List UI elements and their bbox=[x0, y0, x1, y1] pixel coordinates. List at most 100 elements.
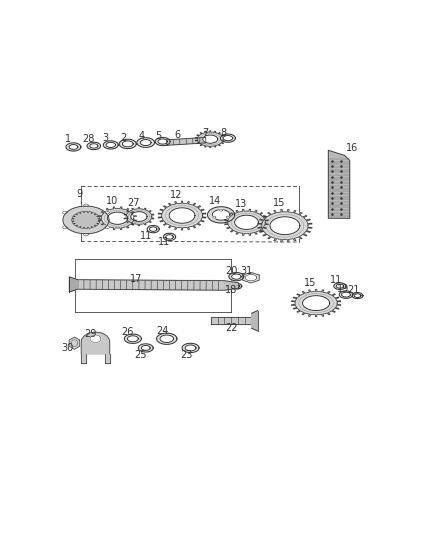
Polygon shape bbox=[166, 138, 206, 146]
Text: 21: 21 bbox=[347, 285, 360, 295]
Polygon shape bbox=[124, 207, 154, 225]
Polygon shape bbox=[119, 139, 136, 149]
Polygon shape bbox=[105, 354, 110, 362]
Polygon shape bbox=[157, 333, 177, 344]
Text: 23: 23 bbox=[180, 350, 193, 360]
Text: 28: 28 bbox=[82, 134, 95, 144]
Text: 6: 6 bbox=[174, 130, 180, 140]
Text: 29: 29 bbox=[84, 329, 97, 340]
Text: 10: 10 bbox=[106, 196, 118, 206]
Text: 13: 13 bbox=[235, 199, 247, 209]
Polygon shape bbox=[212, 209, 230, 220]
Polygon shape bbox=[90, 144, 98, 148]
Text: 18: 18 bbox=[224, 285, 237, 295]
Polygon shape bbox=[334, 283, 346, 289]
Polygon shape bbox=[203, 135, 218, 143]
Polygon shape bbox=[63, 206, 109, 234]
Polygon shape bbox=[185, 345, 196, 351]
Polygon shape bbox=[63, 226, 67, 229]
Polygon shape bbox=[137, 138, 155, 148]
Polygon shape bbox=[127, 336, 138, 342]
Polygon shape bbox=[211, 317, 251, 325]
Polygon shape bbox=[106, 142, 116, 148]
Polygon shape bbox=[141, 345, 150, 350]
Text: 15: 15 bbox=[304, 278, 316, 288]
Text: 8: 8 bbox=[220, 128, 226, 139]
Polygon shape bbox=[328, 150, 350, 218]
Text: 30: 30 bbox=[61, 343, 74, 353]
Polygon shape bbox=[226, 216, 230, 218]
Polygon shape bbox=[158, 139, 167, 144]
Polygon shape bbox=[131, 212, 147, 221]
Polygon shape bbox=[208, 207, 235, 223]
Polygon shape bbox=[90, 335, 101, 343]
Text: 4: 4 bbox=[138, 132, 145, 141]
Polygon shape bbox=[84, 204, 88, 207]
Text: 1: 1 bbox=[65, 134, 71, 144]
Polygon shape bbox=[223, 135, 233, 141]
Polygon shape bbox=[354, 294, 361, 297]
Polygon shape bbox=[342, 292, 350, 297]
Polygon shape bbox=[213, 216, 216, 218]
Text: 19: 19 bbox=[336, 284, 349, 294]
Polygon shape bbox=[158, 201, 206, 230]
Text: 24: 24 bbox=[156, 326, 169, 336]
Polygon shape bbox=[182, 343, 199, 353]
Text: 7: 7 bbox=[203, 128, 209, 139]
Polygon shape bbox=[233, 284, 240, 288]
Polygon shape bbox=[195, 131, 225, 148]
Polygon shape bbox=[105, 211, 110, 214]
Polygon shape bbox=[138, 344, 153, 352]
Polygon shape bbox=[229, 272, 244, 281]
Polygon shape bbox=[232, 274, 241, 279]
Polygon shape bbox=[220, 134, 235, 142]
Text: 9: 9 bbox=[76, 190, 82, 199]
Polygon shape bbox=[169, 208, 195, 223]
Polygon shape bbox=[103, 141, 118, 149]
Text: 22: 22 bbox=[226, 322, 238, 333]
Text: 14: 14 bbox=[209, 196, 221, 206]
Polygon shape bbox=[160, 335, 173, 343]
Text: 16: 16 bbox=[346, 143, 358, 152]
Polygon shape bbox=[231, 283, 242, 289]
Polygon shape bbox=[105, 226, 110, 229]
Text: 27: 27 bbox=[127, 198, 140, 208]
Polygon shape bbox=[69, 337, 80, 349]
Polygon shape bbox=[81, 354, 86, 362]
Polygon shape bbox=[166, 235, 173, 239]
Text: 20: 20 bbox=[225, 265, 237, 276]
Polygon shape bbox=[66, 143, 81, 151]
Polygon shape bbox=[163, 233, 176, 240]
Polygon shape bbox=[224, 281, 238, 290]
Polygon shape bbox=[336, 284, 344, 288]
Polygon shape bbox=[107, 212, 128, 224]
Polygon shape bbox=[99, 207, 137, 230]
Polygon shape bbox=[270, 217, 300, 235]
Polygon shape bbox=[303, 296, 330, 311]
Text: 31: 31 bbox=[240, 265, 253, 276]
Text: 15: 15 bbox=[272, 198, 285, 208]
Polygon shape bbox=[270, 217, 300, 235]
Polygon shape bbox=[69, 144, 78, 149]
Polygon shape bbox=[87, 142, 101, 150]
Polygon shape bbox=[303, 296, 330, 311]
Polygon shape bbox=[352, 293, 363, 298]
Polygon shape bbox=[155, 138, 170, 146]
Text: 3: 3 bbox=[102, 133, 109, 143]
Polygon shape bbox=[81, 332, 110, 354]
Polygon shape bbox=[72, 212, 100, 229]
Polygon shape bbox=[243, 272, 259, 283]
Polygon shape bbox=[107, 212, 128, 224]
Polygon shape bbox=[78, 280, 225, 290]
Polygon shape bbox=[84, 233, 88, 236]
Text: 26: 26 bbox=[121, 327, 134, 337]
Text: 11: 11 bbox=[158, 237, 170, 247]
Polygon shape bbox=[235, 215, 258, 229]
Polygon shape bbox=[251, 311, 258, 331]
Text: 2: 2 bbox=[120, 133, 127, 143]
Polygon shape bbox=[339, 291, 353, 298]
Polygon shape bbox=[219, 209, 223, 211]
Polygon shape bbox=[235, 215, 258, 229]
Polygon shape bbox=[131, 212, 147, 221]
Polygon shape bbox=[258, 209, 312, 242]
